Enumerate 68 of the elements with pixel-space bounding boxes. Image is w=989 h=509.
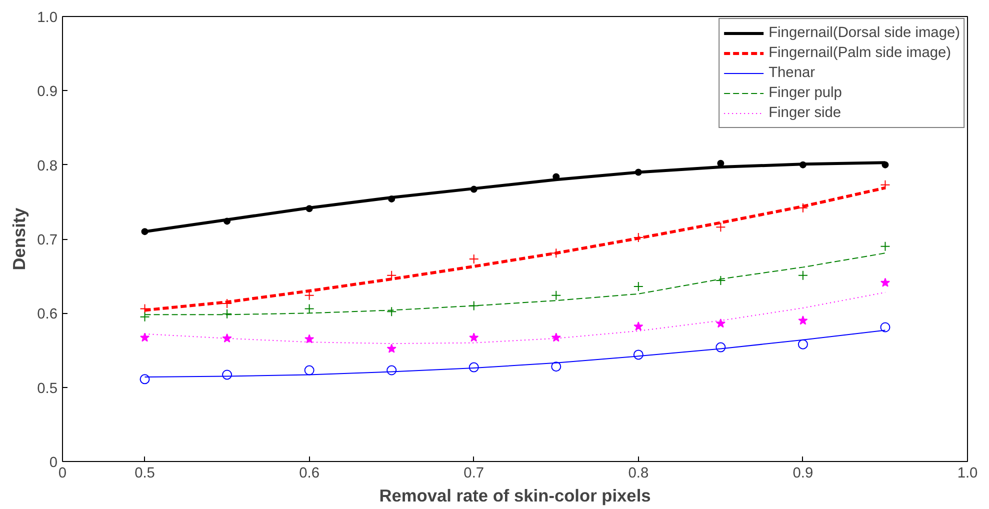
point (882, 161, 889, 168)
point (880, 278, 890, 287)
point (798, 316, 808, 325)
x-tick-label: 0.6 (299, 466, 320, 482)
point (386, 365, 397, 376)
point (306, 205, 313, 212)
legend-label: Fingernail(Palm side image) (768, 45, 952, 61)
point (716, 276, 726, 286)
y-tick-label: 0.6 (37, 306, 58, 323)
legend-label: Finger side (768, 105, 842, 121)
y-tick-label: 1.0 (37, 10, 58, 26)
y-tick-label: 0.5 (37, 380, 58, 397)
y-tick-label: 0.8 (37, 158, 58, 174)
y-tick-label: 0.7 (37, 232, 58, 248)
point (551, 248, 562, 258)
point (222, 308, 232, 319)
point (141, 228, 148, 236)
legend-label: Finger pulp (768, 85, 842, 101)
point (388, 195, 396, 202)
point (304, 365, 314, 376)
point (304, 304, 314, 314)
point (551, 362, 562, 372)
point (551, 332, 561, 342)
x-tick-label: 1.0 (957, 466, 978, 482)
point (140, 332, 150, 342)
point (634, 168, 642, 176)
point (386, 344, 396, 353)
point (469, 332, 479, 342)
point (386, 270, 397, 280)
point (880, 322, 890, 332)
point (880, 241, 890, 252)
point (716, 222, 726, 232)
y-tick-label: 0 (49, 455, 58, 471)
point (633, 350, 644, 360)
legend-label: Thenar (768, 65, 816, 81)
point (468, 254, 479, 264)
point (386, 306, 397, 317)
point (880, 180, 890, 190)
x-tick-label: 0.8 (628, 466, 649, 482)
point (634, 322, 644, 331)
point (224, 218, 231, 225)
point (304, 334, 314, 344)
point (798, 339, 808, 350)
point (798, 202, 808, 213)
point (633, 281, 644, 292)
point (799, 161, 806, 168)
x-axis-title: Removal rate of skin-color pixels (379, 486, 651, 506)
point (140, 312, 150, 322)
point (140, 374, 150, 384)
legend-label: Fingernail(Dorsal side image) (768, 25, 960, 41)
point (222, 333, 232, 343)
point (717, 160, 724, 167)
point (716, 318, 726, 328)
point (798, 270, 808, 280)
x-tick-label: 0.5 (134, 466, 155, 482)
point (222, 298, 232, 309)
point (470, 186, 478, 193)
point (716, 342, 726, 352)
point (551, 290, 562, 300)
point (468, 300, 479, 311)
y-axis-title: Density (9, 207, 30, 270)
point (468, 362, 479, 372)
point (140, 304, 150, 314)
x-tick-label: 0.9 (792, 466, 814, 482)
x-tick-label: 0.7 (464, 466, 484, 482)
y-tick-label: 0.9 (37, 84, 58, 100)
point (222, 370, 232, 380)
point (633, 232, 644, 243)
